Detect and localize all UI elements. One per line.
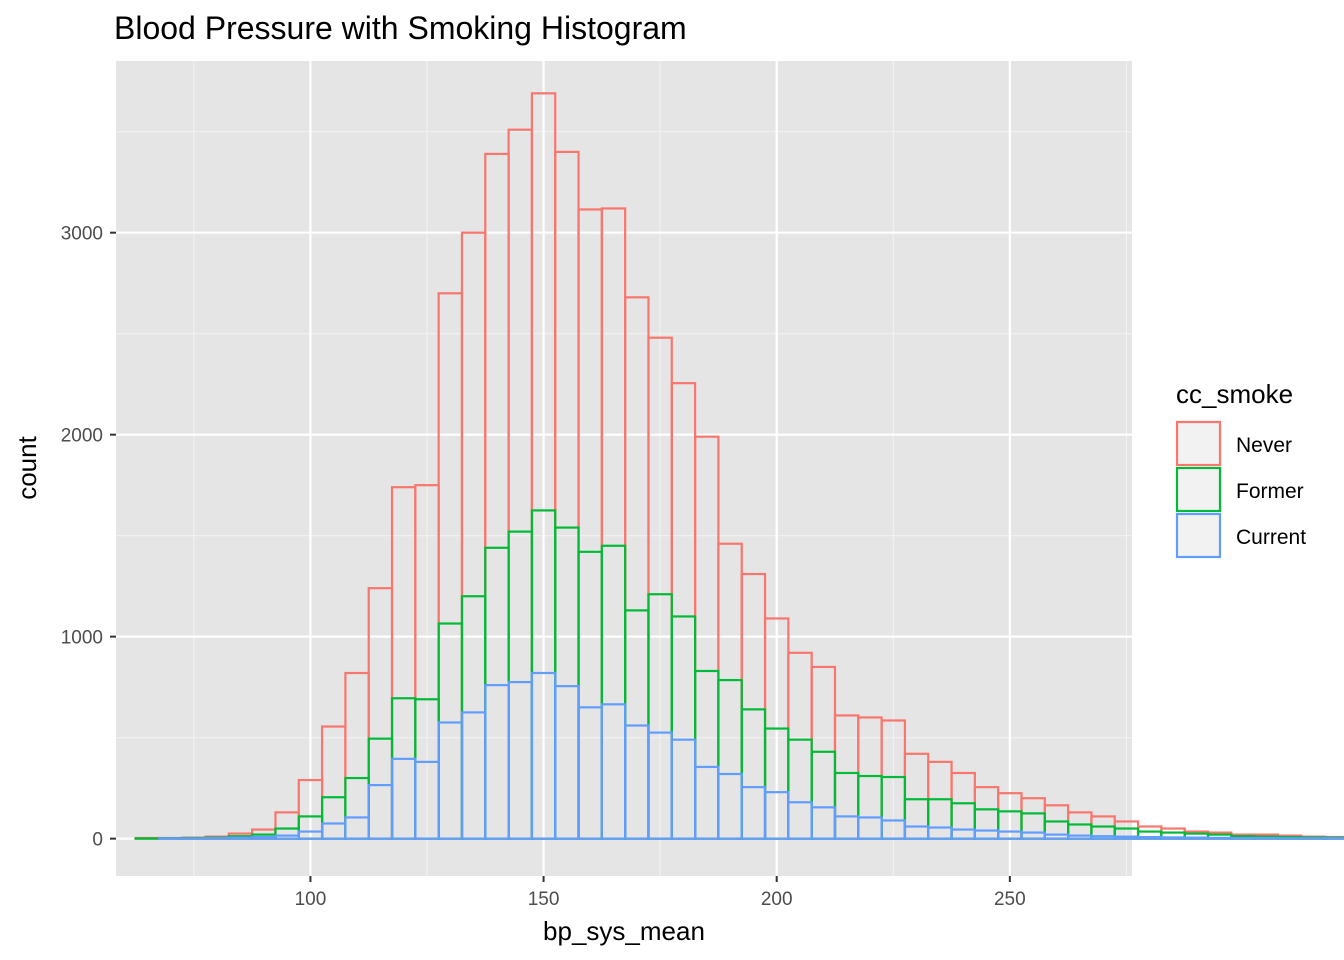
legend-label-former: Former [1236,480,1304,503]
x-axis-title: bp_sys_mean [543,916,705,946]
legend-key-never [1175,420,1222,467]
legend-title: cc_smoke [1176,379,1293,409]
x-tick-label-1: 150 [528,889,560,910]
legend-key-former [1175,466,1222,513]
x-tick-label-3: 250 [994,889,1026,910]
legend-label-current: Current [1236,526,1306,549]
x-tick-label-0: 100 [295,889,327,910]
y-tick-label-0: 0 [92,830,103,851]
x-tick-label-2: 200 [761,889,793,910]
bar-current-46 [1206,836,1233,840]
y-tick-label-1: 1000 [61,628,103,649]
bar-current-48 [1253,836,1280,840]
bar-current-5 [251,835,277,840]
bar-current-44 [1160,836,1186,840]
legend-item-former: Former [1175,466,1304,513]
legend-key-current [1175,512,1222,559]
bar-current-47 [1230,836,1256,840]
legend: cc_smoke Never Former Current [1175,379,1306,559]
series-current [157,671,1344,840]
minor-gridlines [116,61,1132,876]
chart-title: Blood Pressure with Smoking Histogram [114,10,687,46]
y-axis-title: count [12,435,42,499]
y-axis: 0 1000 2000 3000 [61,224,116,851]
bar-current-4 [227,836,254,840]
plot-panel [116,61,1132,876]
histogram-bars [134,92,1344,840]
x-axis: 100 150 200 250 [295,876,1026,910]
legend-label-never: Never [1236,434,1292,457]
y-tick-label-2: 2000 [61,426,103,447]
bar-current-43 [1136,835,1163,840]
bar-current-42 [1113,835,1140,840]
legend-item-never: Never [1175,420,1292,467]
legend-item-current: Current [1175,512,1306,559]
y-tick-label-3: 3000 [61,224,103,245]
bar-current-45 [1183,836,1210,840]
